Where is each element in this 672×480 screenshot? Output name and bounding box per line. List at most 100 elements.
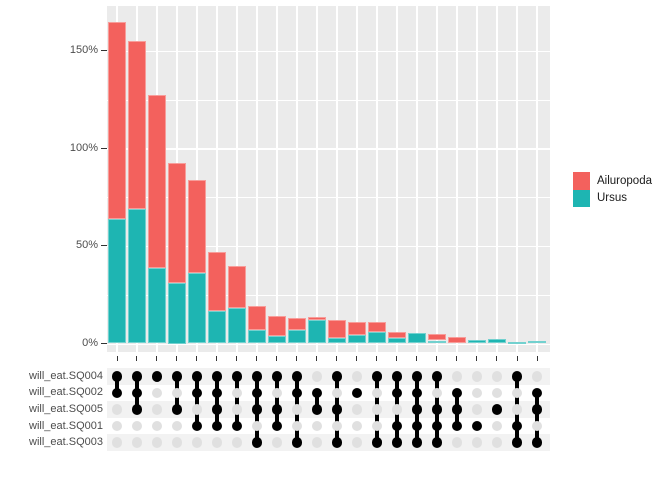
matrix-dot-active	[451, 387, 463, 399]
legend-label-ursus: Ursus	[597, 192, 628, 205]
matrix-connector-line	[315, 392, 319, 410]
matrix-dot-active	[291, 387, 303, 399]
matrix-dot-active	[251, 371, 263, 382]
gridline-vertical	[476, 6, 478, 352]
gridline-minor-horizontal	[107, 99, 550, 101]
matrix-dot-active	[451, 420, 463, 432]
matrix-dot-inactive	[471, 387, 483, 399]
matrix-dot-active	[491, 404, 503, 415]
matrix-dot-inactive	[351, 437, 363, 448]
matrix-dot-active	[531, 387, 543, 399]
gridline-major-horizontal	[107, 245, 550, 248]
matrix-dot-inactive	[151, 404, 163, 415]
matrix-dot-active	[111, 387, 123, 399]
matrix-dot-active	[531, 437, 543, 448]
matrix-connector-line	[115, 376, 119, 393]
bar-segment-ailuropoda	[247, 306, 267, 330]
matrix-dot-active	[131, 371, 143, 382]
gridline-vertical	[376, 6, 378, 352]
bar-segment-ursus	[187, 273, 207, 344]
y-axis-tick-label: 150%	[69, 44, 98, 57]
set-row-label: will_eat.SQ003	[29, 436, 103, 449]
matrix-dot-active	[391, 437, 403, 448]
matrix-connector-line	[215, 376, 219, 427]
matrix-dot-active	[391, 387, 403, 399]
matrix-dot-inactive	[271, 387, 283, 399]
gridline-major-horizontal	[107, 148, 550, 150]
matrix-dot-inactive	[311, 437, 323, 448]
bar-segment-ursus	[327, 337, 347, 344]
matrix-dot-inactive	[331, 387, 343, 399]
matrix-dot-active	[291, 437, 303, 448]
matrix-dot-active	[431, 437, 443, 448]
matrix-dot-active	[511, 420, 523, 432]
matrix-dot-inactive	[111, 404, 123, 415]
matrix-dot-active	[371, 371, 383, 382]
y-axis-tick-label: 0%	[82, 337, 98, 349]
matrix-dot-active	[311, 404, 323, 415]
y-axis-tick-label: 50%	[75, 239, 98, 252]
matrix-dot-inactive	[391, 404, 403, 415]
bar-segment-ailuropoda	[287, 318, 307, 330]
bar-segment-ailuropoda	[267, 316, 287, 336]
matrix-dot-inactive	[371, 420, 383, 432]
x-axis-tick	[416, 356, 418, 361]
matrix-dot-inactive	[131, 420, 143, 432]
matrix-dot-active	[171, 371, 183, 382]
matrix-dot-active	[411, 404, 423, 415]
bar-segment-ailuropoda	[447, 336, 467, 344]
matrix-dot-inactive	[231, 387, 243, 399]
bar-segment-ailuropoda	[387, 331, 407, 338]
bar-segment-ailuropoda	[227, 265, 247, 309]
matrix-dot-active	[231, 420, 243, 432]
matrix-dot-active	[231, 371, 243, 382]
y-axis-tick	[101, 245, 107, 247]
matrix-dot-inactive	[351, 404, 363, 415]
gridline-vertical	[496, 6, 498, 352]
x-axis-tick	[396, 356, 398, 361]
gridline-vertical	[436, 6, 438, 352]
matrix-dot-active	[191, 420, 203, 432]
matrix-dot-active	[351, 387, 363, 399]
bar-segment-ursus	[427, 340, 447, 344]
matrix-dot-active	[391, 371, 403, 382]
bar-segment-ursus	[307, 320, 327, 344]
matrix-dot-inactive	[191, 404, 203, 415]
y-axis-tick	[101, 147, 107, 149]
bar-segment-ursus	[407, 332, 427, 344]
gridline-vertical	[196, 6, 198, 352]
x-axis-tick	[136, 356, 138, 361]
bar-segment-ursus	[367, 331, 387, 344]
x-axis-tick	[436, 356, 438, 361]
gridline-minor-horizontal	[107, 294, 550, 296]
matrix-dot-active	[151, 371, 163, 382]
matrix-dot-inactive	[471, 404, 483, 415]
matrix-dot-active	[171, 404, 183, 415]
x-axis-tick	[476, 356, 478, 361]
x-axis-tick	[236, 356, 238, 361]
matrix-dot-inactive	[151, 437, 163, 448]
x-axis-tick	[456, 356, 458, 361]
matrix-dot-inactive	[491, 437, 503, 448]
gridline-major-horizontal	[107, 50, 550, 53]
bar-segment-ursus	[127, 208, 147, 344]
matrix-dot-inactive	[111, 437, 123, 448]
matrix-dot-inactive	[211, 437, 223, 448]
bar-segment-ailuropoda	[427, 333, 447, 341]
matrix-dot-inactive	[471, 437, 483, 448]
matrix-dot-active	[451, 404, 463, 415]
gridline-minor-horizontal	[107, 197, 550, 198]
matrix-dot-active	[111, 371, 123, 382]
x-axis-tick	[176, 356, 178, 361]
bar-segment-ursus	[347, 334, 367, 344]
y-axis-tick-label: 100%	[69, 141, 98, 154]
gridline-vertical	[236, 6, 238, 352]
matrix-dot-inactive	[451, 371, 463, 382]
matrix-dot-inactive	[231, 404, 243, 415]
bar-segment-ailuropoda	[307, 317, 327, 321]
matrix-dot-inactive	[231, 437, 243, 448]
matrix-dot-inactive	[291, 404, 303, 415]
matrix-dot-inactive	[131, 437, 143, 448]
matrix-dot-inactive	[351, 420, 363, 432]
